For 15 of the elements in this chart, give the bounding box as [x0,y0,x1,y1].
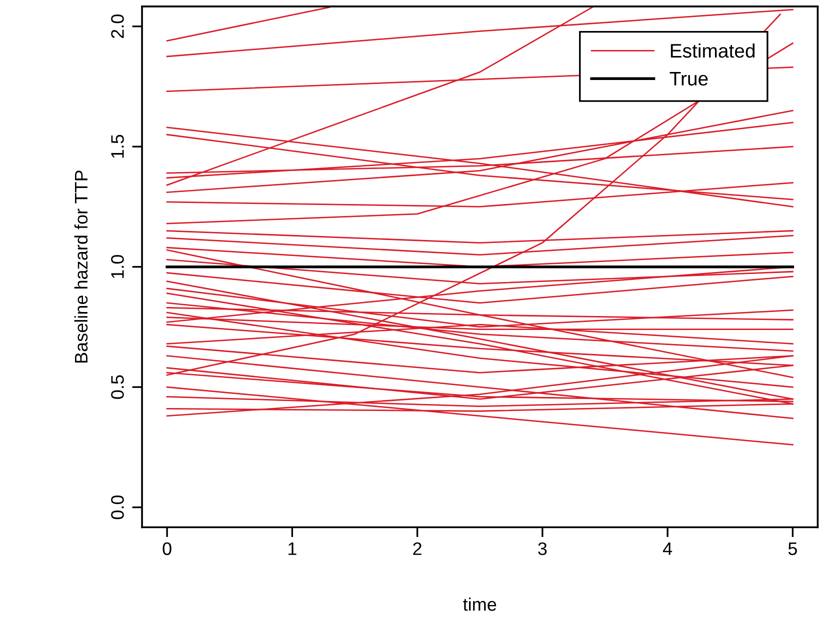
y-tick-label: 1.5 [111,134,124,158]
x-tick-label: 4 [662,542,672,555]
x-axis-title: time [463,598,496,611]
y-tick-label: 2.0 [111,14,124,38]
x-tick-label: 5 [788,542,797,556]
x-tick-label: 0 [162,542,172,556]
legend-label: Estimated [670,43,755,58]
legend-label: True [670,72,708,86]
x-tick-label: 3 [538,542,547,556]
x-tick-label: 2 [413,542,422,555]
x-tick-label: 1 [288,542,296,555]
y-tick-label: 0.0 [111,495,124,520]
y-tick-label: 0.5 [111,375,124,399]
y-tick-label: 1.0 [111,255,124,278]
y-axis-title: Baseline hazard for TTP [74,170,88,363]
